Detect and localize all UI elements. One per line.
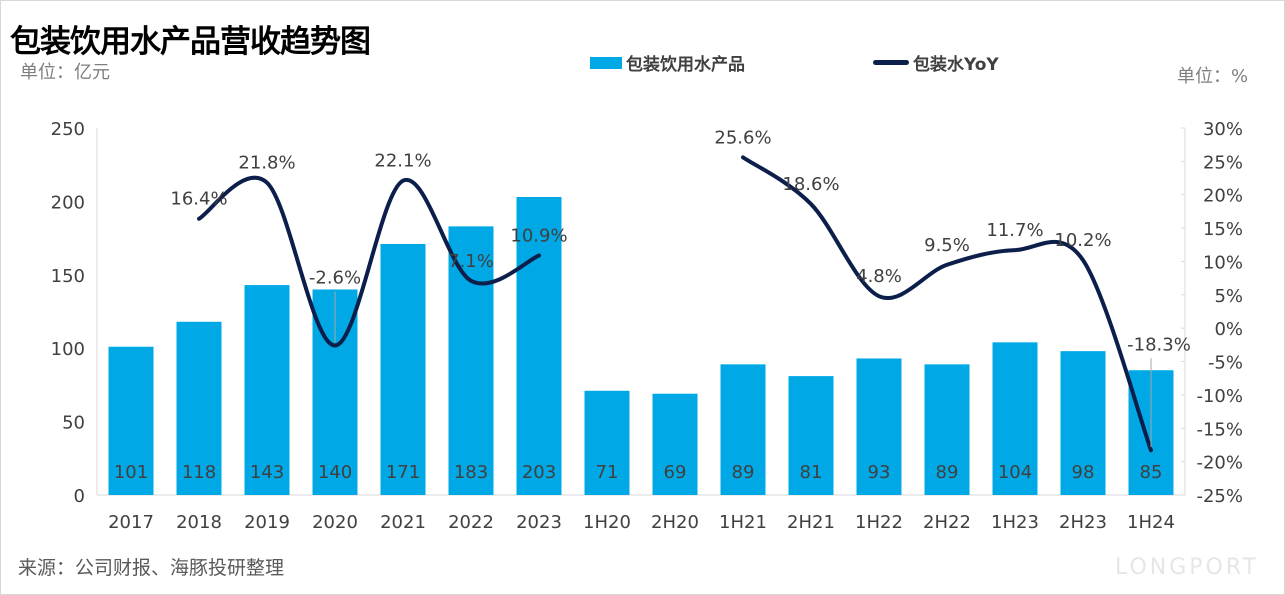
- yoy-value-label: 21.8%: [238, 153, 295, 174]
- legend-bar-label: 包装饮用水产品: [626, 55, 745, 75]
- legend-line-label: 包装水YoY: [913, 55, 999, 75]
- bar-1H23: [992, 342, 1038, 495]
- left-axis-unit: 单位：亿元: [20, 62, 110, 83]
- bar-2H23: [1060, 351, 1106, 495]
- x-tick-label: 2017: [108, 512, 154, 533]
- left-tick-label: 100: [51, 339, 85, 360]
- bar-value-label: 85: [1140, 462, 1163, 483]
- bar-1H21: [720, 364, 766, 495]
- chart-title: 包装饮用水产品营收趋势图: [10, 24, 371, 60]
- left-tick-label: 0: [74, 486, 85, 507]
- bar-2H22: [924, 364, 970, 495]
- yoy-value-label: 16.4%: [170, 189, 227, 210]
- right-tick-label: -10%: [1196, 386, 1243, 407]
- yoy-value-label: 7.1%: [448, 251, 494, 272]
- x-tick-label: 2018: [176, 512, 222, 533]
- bar-2H20: [652, 393, 698, 495]
- bar-2H21: [788, 376, 834, 495]
- x-tick-label: 1H21: [719, 512, 767, 533]
- bar-value-label: 143: [250, 462, 284, 483]
- bar-2022: [448, 226, 494, 495]
- yoy-value-label: 10.9%: [510, 225, 567, 246]
- left-tick-label: 200: [51, 192, 85, 213]
- x-tick-label: 2023: [516, 512, 562, 533]
- yoy-value-label: 10.2%: [1054, 230, 1111, 251]
- legend-item-line: 包装水YoY: [873, 50, 999, 75]
- bar-1H20: [584, 390, 630, 495]
- bar-value-label: 183: [454, 462, 488, 483]
- x-tick-label: 2H21: [787, 512, 835, 533]
- x-tick-label: 2020: [312, 512, 358, 533]
- bar-2017: [108, 346, 154, 495]
- right-tick-label: 25%: [1203, 152, 1243, 173]
- bar-value-label: 69: [664, 462, 687, 483]
- bar-2021: [380, 243, 426, 495]
- bar-value-label: 101: [114, 462, 148, 483]
- x-tick-label: 1H24: [1127, 512, 1175, 533]
- x-tick-label: 2019: [244, 512, 290, 533]
- yoy-value-label: 4.8%: [856, 266, 902, 287]
- right-tick-label: 30%: [1203, 119, 1243, 140]
- right-tick-label: 20%: [1203, 186, 1243, 207]
- yoy-value-label: 9.5%: [924, 235, 970, 256]
- yoy-value-label: 25.6%: [714, 127, 771, 148]
- bar-value-label: 71: [596, 462, 619, 483]
- brand-watermark: LONGPORT: [1115, 555, 1260, 580]
- bar-2018: [176, 321, 222, 495]
- bar-value-label: 89: [732, 462, 755, 483]
- bar-1H22: [856, 358, 902, 495]
- bar-value-label: 89: [936, 462, 959, 483]
- bar-value-label: 203: [522, 462, 556, 483]
- yoy-line-segment: [741, 155, 1153, 453]
- source-note: 来源：公司财报、海豚投研整理: [18, 557, 285, 579]
- yoy-line-segment: [197, 175, 541, 348]
- right-axis-unit: 单位：%: [1177, 66, 1249, 87]
- yoy-value-label: -2.6%: [309, 268, 361, 289]
- bar-value-label: 98: [1072, 462, 1095, 483]
- right-tick-label: 5%: [1214, 286, 1243, 307]
- right-tick-label: -25%: [1196, 486, 1243, 507]
- bar-value-label: 104: [998, 462, 1032, 483]
- x-tick-label: 2H23: [1059, 512, 1107, 533]
- yoy-value-label: -18.3%: [1127, 334, 1191, 355]
- right-tick-label: 0%: [1214, 319, 1243, 340]
- right-tick-label: -15%: [1196, 419, 1243, 440]
- legend-line-swatch: [873, 60, 909, 65]
- bar-value-label: 93: [868, 462, 891, 483]
- x-tick-label: 2H22: [923, 512, 971, 533]
- x-tick-label: 2022: [448, 512, 494, 533]
- bar-2019: [244, 285, 290, 495]
- bar-2023: [516, 196, 562, 495]
- x-tick-label: 2H20: [651, 512, 699, 533]
- left-tick-label: 250: [51, 119, 85, 140]
- bar-value-label: 140: [318, 462, 352, 483]
- right-tick-label: -20%: [1196, 453, 1243, 474]
- left-tick-label: 150: [51, 266, 85, 287]
- yoy-value-label: 22.1%: [374, 151, 431, 172]
- yoy-value-label: 11.7%: [986, 220, 1043, 241]
- right-tick-label: -5%: [1208, 353, 1243, 374]
- legend-item-bar: 包装饮用水产品: [590, 50, 745, 75]
- right-tick-label: 10%: [1203, 252, 1243, 273]
- bar-value-label: 81: [800, 462, 823, 483]
- bar-value-label: 118: [182, 462, 216, 483]
- x-tick-label: 2021: [380, 512, 426, 533]
- bar-value-label: 171: [386, 462, 420, 483]
- right-tick-label: 15%: [1203, 219, 1243, 240]
- yoy-value-label: 18.6%: [782, 174, 839, 195]
- x-tick-label: 1H20: [583, 512, 631, 533]
- x-tick-label: 1H22: [855, 512, 903, 533]
- legend-bar-swatch: [590, 56, 622, 69]
- left-tick-label: 50: [62, 413, 85, 434]
- x-tick-label: 1H23: [991, 512, 1039, 533]
